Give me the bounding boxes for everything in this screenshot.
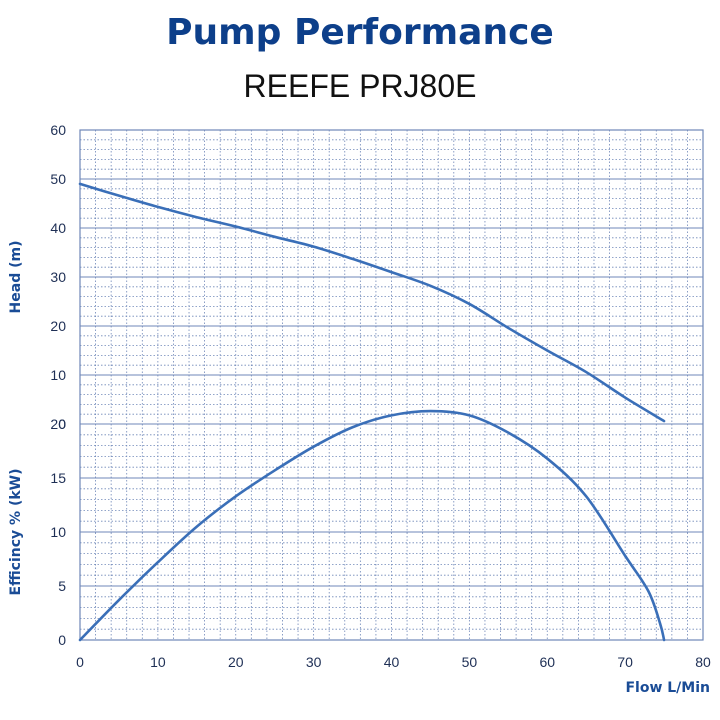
head-y-tick-label: 10 bbox=[50, 367, 66, 383]
efficiency-curve bbox=[78, 409, 666, 642]
x-tick-label: 50 bbox=[462, 654, 478, 670]
x-tick-label: 30 bbox=[306, 654, 322, 670]
chart-title: Pump Performance bbox=[166, 12, 554, 53]
head-y-tick-label: 50 bbox=[50, 171, 66, 187]
head-y-tick-label: 20 bbox=[50, 318, 66, 334]
efficiency-y-tick-label: 20 bbox=[50, 416, 66, 432]
chart-subtitle: REEFE PRJ80E bbox=[243, 68, 477, 104]
x-tick-label: 80 bbox=[695, 654, 711, 670]
efficiency-y-tick-label: 5 bbox=[58, 578, 66, 594]
x-tick-label: 0 bbox=[76, 654, 84, 670]
efficiency-y-tick-label: 10 bbox=[50, 524, 66, 540]
x-tick-label: 70 bbox=[617, 654, 633, 670]
efficiency-y-tick-label: 0 bbox=[58, 632, 66, 648]
head-y-tick-label: 30 bbox=[50, 269, 66, 285]
x-tick-label: 60 bbox=[539, 654, 555, 670]
head-y-axis-label: Head (m) bbox=[8, 241, 24, 314]
head-y-tick-label: 60 bbox=[50, 122, 66, 138]
x-tick-label: 10 bbox=[150, 654, 166, 670]
head-y-tick-label: 0 bbox=[58, 416, 66, 432]
head-y-tick-label: 40 bbox=[50, 220, 66, 236]
x-tick-label: 20 bbox=[228, 654, 244, 670]
efficiency-y-tick-label: 15 bbox=[50, 470, 66, 486]
efficiency-y-axis-label: Efficincy % (kW) bbox=[8, 469, 24, 596]
x-tick-label: 40 bbox=[384, 654, 400, 670]
x-axis-label: Flow L/Min bbox=[625, 680, 710, 696]
head-curve bbox=[78, 182, 666, 423]
